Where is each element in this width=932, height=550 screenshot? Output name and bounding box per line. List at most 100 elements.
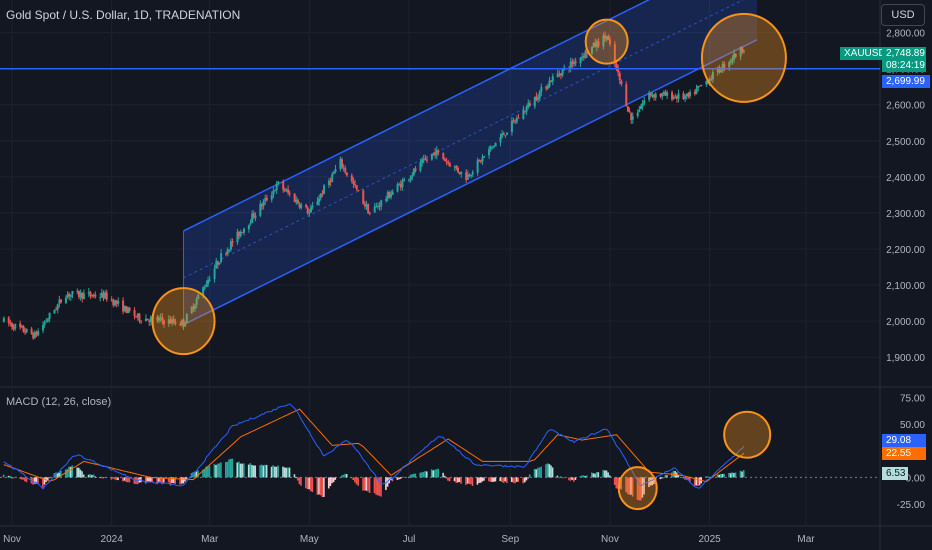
candle-body — [581, 56, 584, 59]
candle-body — [661, 93, 664, 97]
candle-body — [298, 204, 301, 208]
macd-histogram-bar — [435, 469, 438, 478]
candle-body — [180, 320, 183, 325]
macd-histogram-bar — [125, 477, 127, 483]
candle-body — [45, 321, 48, 323]
macd-tick-label: 75.00 — [900, 393, 925, 404]
macd-tick-label: -25.00 — [897, 500, 926, 511]
macd-histogram-bar — [491, 477, 493, 482]
macd-histogram-bar — [504, 477, 506, 482]
candles — [2, 31, 745, 340]
macd-histogram-bar — [174, 477, 176, 484]
candle-body — [100, 292, 103, 297]
candle-body — [195, 299, 198, 305]
macd-histogram-bar — [171, 477, 173, 484]
candle-body — [698, 85, 701, 87]
candle-body — [193, 305, 196, 309]
candle-body — [239, 232, 242, 236]
macd-histogram-bar — [698, 477, 701, 486]
candle-body — [327, 180, 330, 186]
macd-histogram-bar — [517, 477, 520, 483]
macd-histogram-bar — [56, 472, 59, 478]
macd-histogram-bar — [677, 474, 680, 478]
macd-histogram-bar — [489, 477, 492, 482]
macd-histogram-bar — [594, 473, 596, 478]
parallel-channel[interactable] — [183, 0, 758, 326]
macd-histogram-bar — [352, 477, 355, 480]
candle-body — [687, 93, 690, 97]
candle-body — [354, 183, 357, 186]
macd-histogram-bar — [659, 477, 662, 480]
candle-body — [700, 84, 703, 86]
macd-histogram-bar — [720, 473, 722, 478]
highlight-circles[interactable] — [151, 12, 787, 511]
candle-body — [300, 204, 303, 208]
candle-body — [608, 39, 611, 45]
price-tick-label: 1,900.00 — [886, 353, 925, 364]
candle-body — [159, 317, 162, 319]
candle-body — [352, 181, 355, 184]
macd-histogram-bar — [478, 477, 480, 484]
candle-body — [259, 203, 262, 216]
candle-body — [218, 262, 221, 265]
candle-body — [424, 158, 427, 160]
macd-histogram-bar — [213, 464, 216, 478]
macd-histogram-bar — [274, 466, 276, 478]
macd-histogram-bar — [419, 472, 422, 478]
candle-body — [12, 326, 15, 330]
currency-button[interactable]: USD — [881, 4, 925, 26]
candle-body — [499, 137, 502, 143]
candle-body — [58, 299, 61, 304]
macd-histogram-bar — [661, 477, 663, 479]
candle-body — [77, 291, 80, 297]
candle-body — [643, 100, 646, 104]
symbol-tag: XAUUSD — [840, 47, 890, 60]
macd-histogram-bar — [605, 470, 608, 478]
macd-histogram-bar — [430, 469, 433, 478]
candle-body — [184, 322, 187, 327]
candle-body — [525, 106, 528, 112]
candle-body — [401, 180, 404, 188]
macd-histogram-bar — [43, 477, 46, 485]
candle-body — [597, 41, 600, 47]
candle-body — [455, 165, 458, 169]
macd-histogram-bar — [236, 462, 239, 478]
macd-histogram-bar — [515, 477, 518, 482]
macd-histogram-bar — [728, 472, 730, 478]
macd-histogram-bar — [615, 477, 618, 489]
candle-body — [19, 323, 22, 328]
candle-body — [551, 76, 554, 82]
channel-upper-line — [183, 0, 651, 232]
candle-body — [334, 169, 337, 173]
candle-body — [514, 121, 517, 123]
candle-body — [94, 294, 97, 297]
candle-body — [344, 168, 347, 173]
candle-body — [11, 323, 13, 327]
macd-histogram-bar — [208, 465, 211, 478]
macd-histogram-bar — [528, 474, 531, 478]
candle-body — [408, 179, 410, 181]
candle-body — [409, 176, 412, 180]
macd-histogram-bar — [414, 473, 417, 478]
candle-body — [135, 316, 138, 318]
candle-body — [66, 294, 69, 298]
candle-body — [113, 300, 116, 306]
histogram-value-tag: 6.53 — [882, 467, 908, 480]
macd-histogram-bar — [548, 464, 551, 478]
channel-fill — [183, 0, 757, 325]
candle-body — [396, 184, 399, 192]
candle-body — [179, 323, 182, 326]
candle-body — [341, 159, 344, 168]
candle-body — [641, 103, 644, 107]
candle-body — [391, 191, 394, 195]
macd-histogram-bar — [249, 463, 252, 478]
time-axis[interactable]: Nov 2024 Mar May Jul Sep Nov 2025 Mar — [3, 534, 815, 545]
macd-histogram-bar — [159, 477, 162, 483]
macd-histogram-bar — [559, 476, 562, 478]
candle-body — [311, 205, 314, 208]
macd-histogram-bar — [341, 475, 343, 478]
macd-histogram-bar — [158, 477, 160, 482]
macd-histogram-bar — [42, 477, 44, 488]
candle-body — [662, 92, 665, 94]
